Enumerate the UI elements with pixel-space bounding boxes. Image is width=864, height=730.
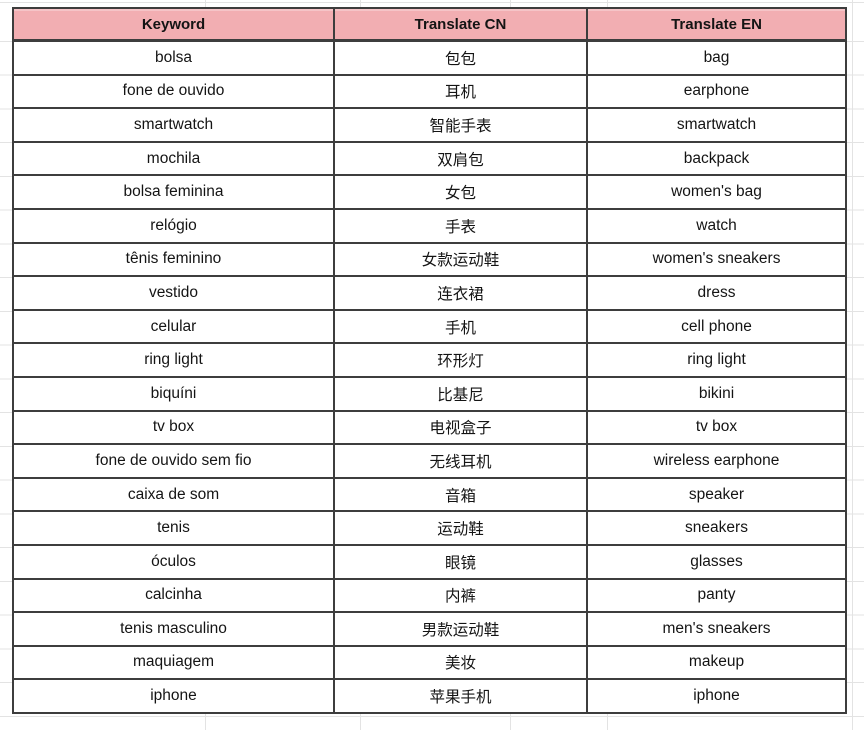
table-row: relógio 手表 watch [12, 207, 847, 244]
table-row: mochila 双肩包 backpack [12, 140, 847, 177]
cell-translate-cn[interactable]: 手表 [333, 207, 588, 244]
cell-translate-cn[interactable]: 手机 [333, 308, 588, 345]
cell-translate-en[interactable]: sneakers [586, 510, 847, 546]
table-row: vestido 连衣裙 dress [12, 275, 847, 311]
cell-translate-cn[interactable]: 运动鞋 [333, 510, 588, 546]
cell-translate-cn[interactable]: 智能手表 [333, 107, 588, 143]
cell-translate-en[interactable]: iphone [586, 678, 847, 714]
table-row: celular 手机 cell phone [12, 308, 847, 345]
cell-keyword[interactable]: iphone [12, 678, 335, 714]
table-row: tênis feminino 女款运动鞋 women's sneakers [12, 241, 847, 278]
cell-keyword[interactable]: bolsa [12, 39, 335, 76]
cell-keyword[interactable]: maquiagem [12, 644, 335, 681]
table-row: tv box 电视盒子 tv box [12, 409, 847, 446]
cell-keyword[interactable]: biquíni [12, 375, 335, 412]
table-row: bolsa feminina 女包 women's bag [12, 174, 847, 210]
cell-translate-en[interactable]: dress [586, 275, 847, 311]
cell-keyword[interactable]: óculos [12, 543, 335, 580]
table-row: maquiagem 美妆 makeup [12, 644, 847, 681]
cell-translate-cn[interactable]: 美妆 [333, 644, 588, 681]
cell-translate-en[interactable]: bikini [586, 375, 847, 412]
cell-translate-en[interactable]: glasses [586, 543, 847, 580]
table-row: smartwatch 智能手表 smartwatch [12, 107, 847, 143]
cell-keyword[interactable]: calcinha [12, 577, 335, 614]
cell-keyword[interactable]: tenis [12, 510, 335, 546]
cell-translate-cn[interactable]: 眼镜 [333, 543, 588, 580]
cell-translate-cn[interactable]: 女款运动鞋 [333, 241, 588, 278]
table-row: tenis 运动鞋 sneakers [12, 510, 847, 546]
cell-translate-en[interactable]: bag [586, 39, 847, 76]
table-row: calcinha 内裤 panty [12, 577, 847, 614]
cell-translate-cn[interactable]: 包包 [333, 39, 588, 76]
cell-keyword[interactable]: celular [12, 308, 335, 345]
table-row: bolsa 包包 bag [12, 39, 847, 76]
table-row: ring light 环形灯 ring light [12, 342, 847, 378]
cell-translate-cn[interactable]: 双肩包 [333, 140, 588, 177]
cell-translate-en[interactable]: tv box [586, 409, 847, 446]
cell-translate-cn[interactable]: 环形灯 [333, 342, 588, 378]
table-row: fone de ouvido sem fio 无线耳机 wireless earph… [12, 443, 847, 479]
cell-keyword[interactable]: mochila [12, 140, 335, 177]
cell-keyword[interactable]: ring light [12, 342, 335, 378]
table-row: iphone 苹果手机 iphone [12, 678, 847, 714]
cell-keyword[interactable]: fone de ouvido sem fio [12, 443, 335, 479]
cell-translate-cn[interactable]: 男款运动鞋 [333, 611, 588, 647]
cell-translate-cn[interactable]: 无线耳机 [333, 443, 588, 479]
cell-translate-cn[interactable]: 比基尼 [333, 375, 588, 412]
cell-translate-cn[interactable]: 内裤 [333, 577, 588, 614]
cell-keyword[interactable]: relógio [12, 207, 335, 244]
cell-translate-en[interactable]: makeup [586, 644, 847, 681]
cell-translate-cn[interactable]: 耳机 [333, 73, 588, 110]
cell-keyword[interactable]: tênis feminino [12, 241, 335, 278]
cell-translate-cn[interactable]: 音箱 [333, 476, 588, 513]
cell-translate-cn[interactable]: 苹果手机 [333, 678, 588, 714]
sheet-gridline-top [0, 2, 864, 3]
cell-keyword[interactable]: vestido [12, 275, 335, 311]
cell-translate-en[interactable]: backpack [586, 140, 847, 177]
cell-keyword[interactable]: fone de ouvido [12, 73, 335, 110]
cell-translate-en[interactable]: earphone [586, 73, 847, 110]
cell-translate-en[interactable]: wireless earphone [586, 443, 847, 479]
keyword-translation-table: Keyword Translate CN Translate EN bolsa 包… [12, 7, 847, 714]
cell-translate-cn[interactable]: 电视盒子 [333, 409, 588, 446]
cell-translate-en[interactable]: women's bag [586, 174, 847, 210]
cell-translate-en[interactable]: women's sneakers [586, 241, 847, 278]
cell-translate-en[interactable]: ring light [586, 342, 847, 378]
cell-keyword[interactable]: smartwatch [12, 107, 335, 143]
cell-translate-cn[interactable]: 连衣裙 [333, 275, 588, 311]
table-row: biquíni 比基尼 bikini [12, 375, 847, 412]
header-translate-en[interactable]: Translate EN [586, 7, 847, 42]
cell-translate-en[interactable]: watch [586, 207, 847, 244]
cell-translate-en[interactable]: cell phone [586, 308, 847, 345]
header-translate-cn[interactable]: Translate CN [333, 7, 588, 42]
cell-keyword[interactable]: tenis masculino [12, 611, 335, 647]
table-row: óculos 眼镜 glasses [12, 543, 847, 580]
cell-translate-en[interactable]: panty [586, 577, 847, 614]
table-row: tenis masculino 男款运动鞋 men's sneakers [12, 611, 847, 647]
table-row: fone de ouvido 耳机 earphone [12, 73, 847, 110]
cell-translate-en[interactable]: speaker [586, 476, 847, 513]
table-header-row: Keyword Translate CN Translate EN [12, 7, 847, 42]
cell-keyword[interactable]: tv box [12, 409, 335, 446]
cell-keyword[interactable]: bolsa feminina [12, 174, 335, 210]
cell-translate-cn[interactable]: 女包 [333, 174, 588, 210]
header-keyword[interactable]: Keyword [12, 7, 335, 42]
cell-keyword[interactable]: caixa de som [12, 476, 335, 513]
cell-translate-en[interactable]: men's sneakers [586, 611, 847, 647]
cell-translate-en[interactable]: smartwatch [586, 107, 847, 143]
table-row: caixa de som 音箱 speaker [12, 476, 847, 513]
sheet-gridline-vertical [852, 0, 853, 730]
